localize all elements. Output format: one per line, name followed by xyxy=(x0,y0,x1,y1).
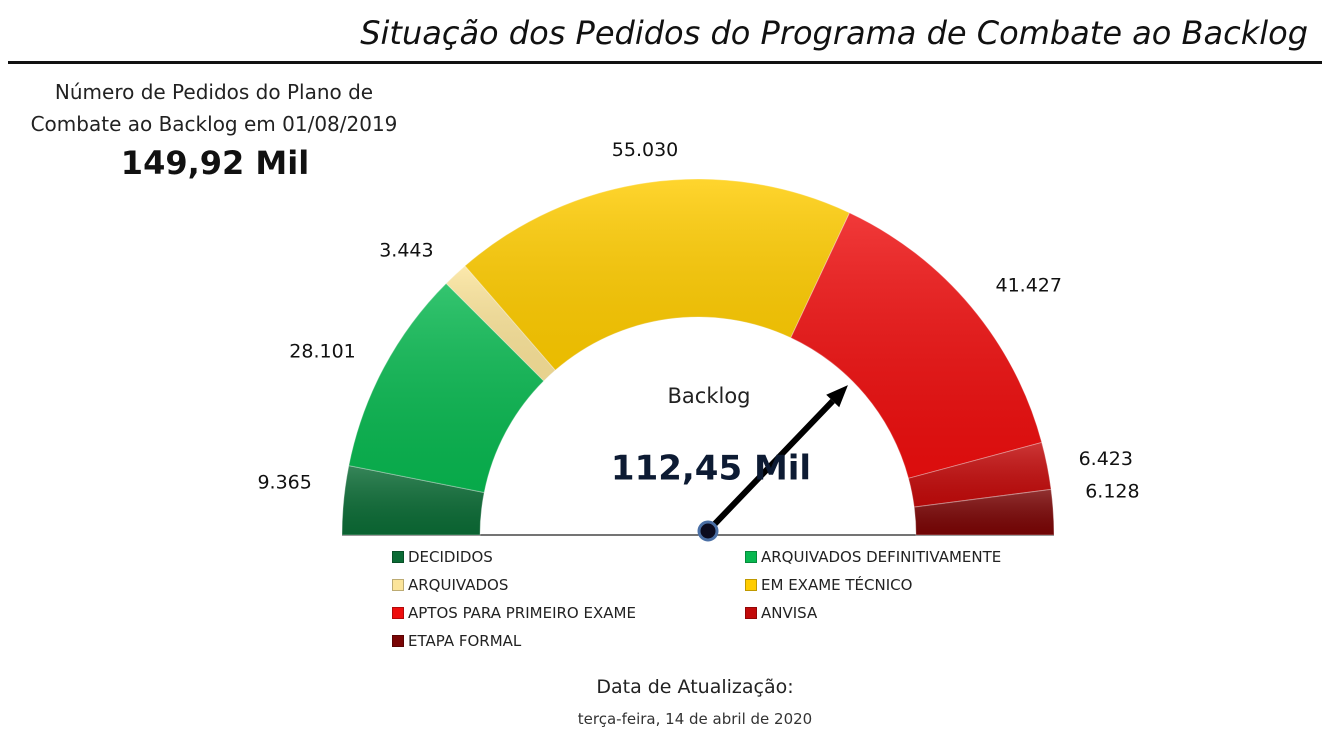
gauge-segment-shading-4 xyxy=(464,178,850,371)
kpi-value: 149,92 Mil xyxy=(120,144,310,182)
kpi-label: Número de Pedidos do Plano de Combate ao… xyxy=(30,80,398,136)
legend-swatch xyxy=(745,607,757,619)
segment-value-label-3: 3.443 xyxy=(379,239,433,261)
legend-swatch xyxy=(745,579,757,591)
legend-item-5: APTOS PARA PRIMEIRO EXAME xyxy=(392,604,636,622)
segment-value-label-7: 6.128 xyxy=(1085,481,1139,503)
legend-label: ANVISA xyxy=(761,604,818,622)
legend-item-2: ARQUIVADOS DEFINITIVAMENTE xyxy=(745,548,1001,566)
legend-swatch xyxy=(392,551,404,563)
legend-swatch xyxy=(392,579,404,591)
segment-value-label-6: 6.423 xyxy=(1079,448,1133,470)
title-divider xyxy=(8,61,1322,64)
gauge-segment-shading-7 xyxy=(914,489,1054,535)
segment-value-label-1: 9.365 xyxy=(257,471,311,493)
legend-swatch xyxy=(745,551,757,563)
legend-swatch xyxy=(392,635,404,647)
gauge-segment-shading-3 xyxy=(446,265,556,381)
legend-swatch xyxy=(392,607,404,619)
gauge-needle xyxy=(705,398,835,534)
gauge-segment-shading-6 xyxy=(908,442,1052,508)
legend-label: ARQUIVADOS xyxy=(408,576,509,594)
gauge-segment-shading-5 xyxy=(790,212,1042,479)
gauge-center-value: 112,45 Mil xyxy=(611,449,811,489)
gauge-needle-head xyxy=(826,385,848,408)
segment-value-label-4: 55.030 xyxy=(612,139,678,161)
legend-item-3: ARQUIVADOS xyxy=(392,576,508,594)
update-label: Data de Atualização: xyxy=(596,676,794,698)
chart-title: Situação dos Pedidos do Programa de Comb… xyxy=(360,14,1308,52)
legend-label: ARQUIVADOS DEFINITIVAMENTE xyxy=(761,548,1002,566)
gauge-segment-shading-1 xyxy=(342,465,485,535)
legend-label: EM EXAME TÉCNICO xyxy=(761,576,913,594)
legend-item-4: EM EXAME TÉCNICO xyxy=(745,576,912,594)
segment-value-label-5: 41.427 xyxy=(995,274,1061,296)
legend-item-1: DECIDIDOS xyxy=(392,548,493,566)
legend-label: APTOS PARA PRIMEIRO EXAME xyxy=(408,604,636,622)
gauge-needle-hub xyxy=(697,520,719,542)
legend-item-7: ETAPA FORMAL xyxy=(392,632,521,650)
update-date: terça-feira, 14 de abril de 2020 xyxy=(577,710,813,728)
gauge-segment-shading-2 xyxy=(348,283,544,493)
legend-label: ETAPA FORMAL xyxy=(408,632,522,650)
legend-item-6: ANVISA xyxy=(745,604,817,622)
legend-label: DECIDIDOS xyxy=(408,548,493,566)
gauge-center-label: Backlog xyxy=(668,384,751,408)
segment-value-label-2: 28.101 xyxy=(289,341,355,363)
